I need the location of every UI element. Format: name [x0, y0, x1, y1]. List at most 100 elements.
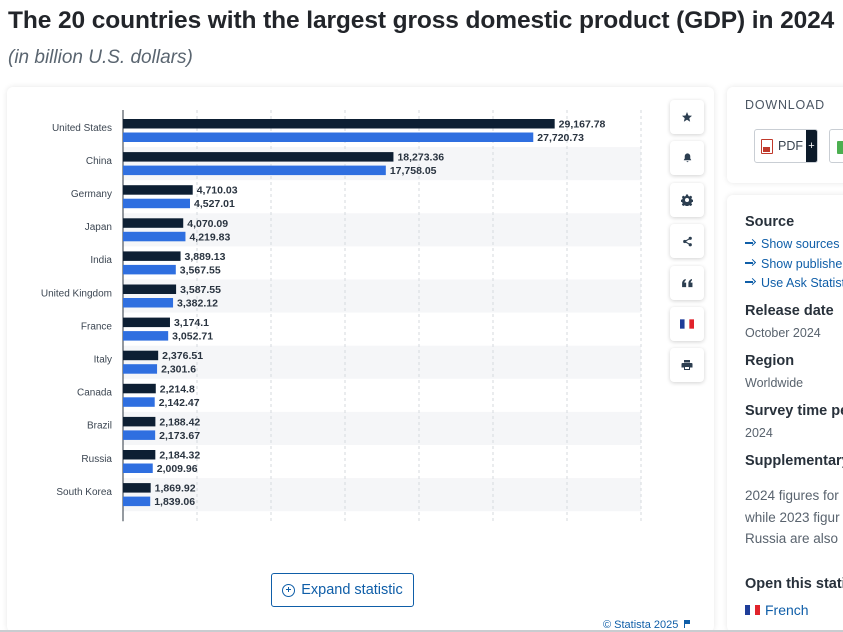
- bar: [123, 463, 153, 473]
- cite-button[interactable]: [670, 266, 704, 300]
- data-label: 2,376.51: [162, 350, 203, 362]
- star-icon: [682, 112, 692, 122]
- category-label: India: [90, 255, 112, 266]
- bar: [123, 251, 181, 261]
- bar: [123, 119, 555, 129]
- print-icon: [681, 360, 693, 370]
- data-label: 2,184.32: [159, 450, 200, 462]
- category-label: Brazil: [87, 421, 112, 432]
- data-label: 3,567.55: [180, 264, 221, 276]
- data-label: 3,052.71: [172, 331, 213, 343]
- french-label: French: [765, 602, 809, 618]
- plus-circle-icon: [282, 583, 296, 597]
- show-sources-label: Show sources: [761, 237, 840, 251]
- data-label: 3,382.12: [177, 298, 218, 310]
- data-label: 3,587.55: [180, 284, 221, 296]
- category-label: Japan: [85, 222, 112, 233]
- quote-icon: [681, 278, 692, 287]
- release-date-heading: Release date: [745, 303, 834, 319]
- bar: [123, 298, 174, 308]
- language-button[interactable]: [670, 307, 704, 341]
- page-subtitle: (in billion U.S. dollars): [8, 47, 193, 68]
- data-label: 4,219.83: [189, 231, 230, 243]
- data-label: 2,009.96: [157, 463, 198, 475]
- region-value: Worldwide: [745, 376, 804, 390]
- data-label: 4,527.01: [194, 198, 235, 210]
- category-label: Italy: [94, 355, 112, 366]
- data-label: 3,174.1: [174, 317, 209, 329]
- data-label: 2,214.8: [160, 383, 195, 395]
- data-label: 2,188.42: [159, 416, 200, 428]
- show-publisher-link[interactable]: Show publishe: [745, 257, 842, 271]
- french-flag-icon: [680, 319, 694, 329]
- print-button[interactable]: [670, 348, 704, 382]
- ask-statista-link[interactable]: Use Ask Statist: [745, 276, 843, 290]
- survey-period-value: 2024: [745, 426, 773, 440]
- bar: [123, 496, 151, 507]
- bar: [123, 231, 186, 242]
- bar: [123, 383, 156, 394]
- data-label: 4,070.09: [187, 218, 228, 230]
- data-label: 2,142.47: [159, 397, 200, 409]
- supplementary-line-2: while 2023 figur: [745, 510, 840, 525]
- row-band: [123, 411, 641, 445]
- download-title: DOWNLOAD: [745, 98, 826, 112]
- category-label: Germany: [71, 189, 112, 200]
- pdf-file-icon: [761, 138, 773, 154]
- favorite-button[interactable]: [670, 100, 704, 134]
- expand-statistic-button[interactable]: Expand statistic: [271, 573, 414, 607]
- row-band: [123, 345, 641, 379]
- pdf-download-button[interactable]: PDF +: [754, 129, 818, 163]
- arrow-right-icon: [745, 278, 755, 286]
- row-band: [123, 147, 641, 181]
- bar: [123, 165, 386, 176]
- pdf-plus-badge: +: [806, 130, 817, 162]
- bar: [123, 317, 170, 328]
- category-label: Canada: [77, 388, 112, 399]
- supplementary-heading: Supplementary: [745, 453, 843, 469]
- french-flag-icon: [745, 605, 760, 615]
- chart-card: United States 29,167.78 27,720.73 China 18,2…: [7, 87, 714, 632]
- share-button[interactable]: [670, 224, 704, 258]
- share-icon: [682, 236, 692, 246]
- data-label: 29,167.78: [559, 119, 606, 131]
- category-label: France: [81, 321, 113, 332]
- ask-statista-label: Use Ask Statist: [761, 276, 843, 290]
- data-label: 3,889.13: [185, 251, 226, 263]
- copyright-text: © Statista 2025: [603, 619, 679, 631]
- flag-icon: [684, 620, 691, 628]
- bar: [123, 483, 151, 493]
- arrow-right-icon: [745, 259, 755, 267]
- bar: [123, 450, 156, 460]
- category-label: United States: [52, 123, 112, 134]
- category-label: Russia: [81, 454, 112, 465]
- bar: [123, 185, 193, 195]
- bar: [123, 198, 190, 209]
- data-label: 2,301.6: [161, 364, 196, 376]
- statistic-info-panel: Source Show sources Show publishe Use As…: [727, 195, 843, 632]
- page-title: The 20 countries with the largest gross …: [8, 7, 835, 34]
- source-heading: Source: [745, 214, 795, 230]
- copyright-link[interactable]: © Statista 2025: [603, 619, 691, 631]
- expand-statistic-label: Expand statistic: [301, 582, 403, 598]
- data-label: 27,720.73: [537, 132, 584, 144]
- bar: [123, 331, 169, 341]
- gear-icon: [681, 194, 693, 206]
- bar: [123, 152, 394, 162]
- bar: [123, 132, 534, 142]
- settings-button[interactable]: [670, 183, 704, 217]
- row-band: [123, 213, 641, 247]
- data-label: 18,273.36: [397, 152, 444, 164]
- show-sources-link[interactable]: Show sources: [745, 237, 840, 251]
- bar: [123, 364, 158, 374]
- bar: [123, 397, 155, 407]
- xls-download-button[interactable]: [829, 129, 843, 163]
- open-statistic-heading: Open this stati: [745, 576, 843, 592]
- data-label: 1,839.06: [154, 496, 195, 508]
- open-in-french-link[interactable]: French: [745, 602, 809, 618]
- region-heading: Region: [745, 353, 795, 369]
- category-label: South Korea: [56, 487, 112, 498]
- row-band: [123, 279, 641, 313]
- notification-button[interactable]: [670, 141, 704, 175]
